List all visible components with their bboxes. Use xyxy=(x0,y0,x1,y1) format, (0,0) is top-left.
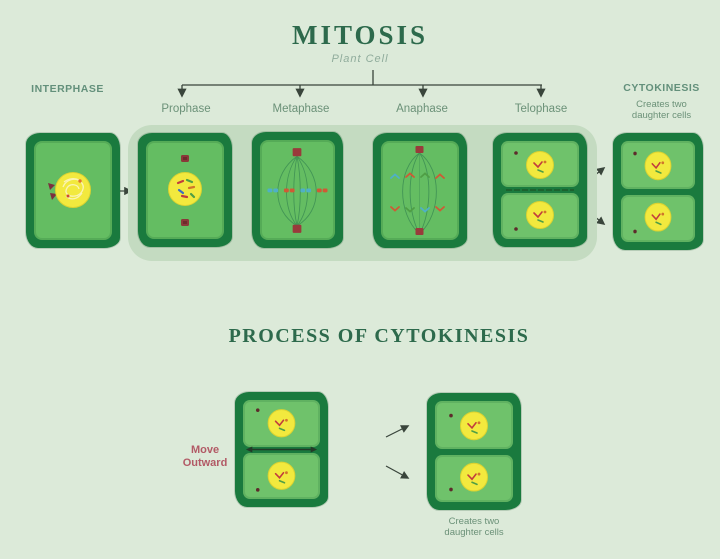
phase-label-anaphase: Anaphase xyxy=(396,103,448,115)
centrosome-remnant xyxy=(514,151,518,155)
centrosome-remnant xyxy=(449,413,453,418)
cytokinesis-caption: Creates two daughter cells xyxy=(631,99,692,121)
nucleus-bottom xyxy=(460,462,488,492)
cell-two-daughters-result xyxy=(427,393,521,510)
nucleus-top xyxy=(526,151,554,179)
nucleus-top xyxy=(267,409,296,438)
nucleus xyxy=(168,172,202,206)
cell-prophase xyxy=(138,133,232,247)
centrosome-pair xyxy=(48,183,57,200)
phase-label-metaphase: Metaphase xyxy=(272,103,330,115)
nucleus-top xyxy=(460,411,488,441)
page-subtitle: Plant Cell xyxy=(331,53,389,65)
cell-plate-outward-arrows xyxy=(245,446,318,453)
centrosome-remnant xyxy=(514,227,518,231)
centrosome-remnant xyxy=(449,487,453,492)
cytokinesis-label: CYTOKINESIS xyxy=(623,82,700,94)
cell-telophase xyxy=(493,133,587,247)
process-caption: Creates two daughter cells xyxy=(444,516,504,538)
cell-interphase xyxy=(26,133,120,248)
move-outward-label: Move Outward xyxy=(182,444,228,469)
cell-metaphase xyxy=(252,132,343,248)
interphase-label: INTERPHASE xyxy=(31,83,104,95)
spindle-fibers xyxy=(402,152,437,235)
nucleus-bottom xyxy=(526,201,554,229)
process-title: PROCESS OF CYTOKINESIS xyxy=(228,325,530,347)
metaphase-plate-chromosomes xyxy=(267,188,328,193)
page-title: MITOSIS xyxy=(291,20,429,50)
phase-label-prophase: Prophase xyxy=(161,103,211,115)
centrosomes xyxy=(415,146,424,235)
centrosome-remnant xyxy=(633,151,637,156)
cell-cytokinesis-daughters xyxy=(613,133,703,250)
phase-bracket xyxy=(177,70,546,98)
centrosome-remnant xyxy=(255,408,260,412)
spindle-fibers xyxy=(277,155,317,227)
centrosome-remnant xyxy=(633,229,637,234)
phase-label-telophase: Telophase xyxy=(514,103,568,115)
nucleus-bottom xyxy=(267,461,296,490)
cell-cytoplasm xyxy=(381,141,459,240)
cell-anaphase xyxy=(373,133,467,248)
centrosome-remnant xyxy=(255,488,260,492)
centrosomes xyxy=(181,155,189,226)
nucleus-top xyxy=(644,151,672,181)
nucleus xyxy=(55,172,91,208)
centrosomes xyxy=(292,148,302,233)
cell-cytokinesis-dividing xyxy=(235,392,328,507)
condensed-chromosomes xyxy=(176,178,196,199)
nucleus-bottom xyxy=(644,202,672,232)
separating-chromosomes xyxy=(390,172,445,213)
